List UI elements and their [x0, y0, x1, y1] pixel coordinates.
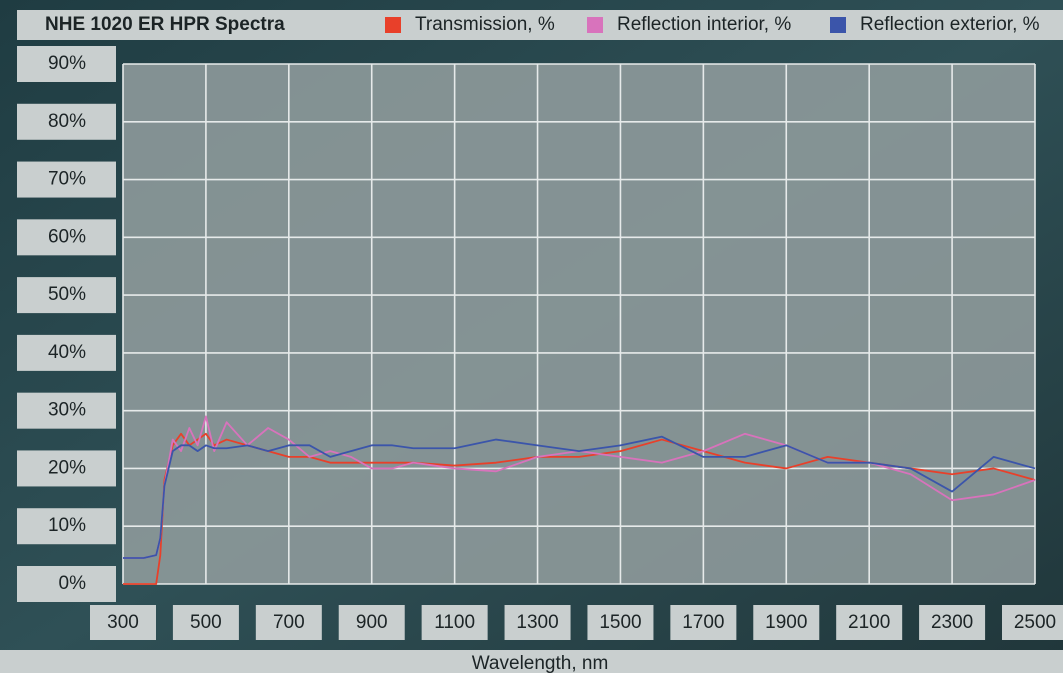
- x-tick-box: [255, 605, 322, 640]
- x-tick-label: 700: [273, 612, 305, 633]
- x-tick-box: [587, 605, 654, 640]
- legend-label: Reflection exterior, %: [860, 14, 1040, 35]
- x-tick-label: 500: [190, 612, 222, 633]
- x-tick-box: [836, 605, 903, 640]
- chart-title: NHE 1020 ER HPR Spectra: [45, 14, 285, 35]
- y-tick-label: 10%: [48, 515, 86, 536]
- legend-label: Transmission, %: [415, 14, 555, 35]
- x-tick-box: [753, 605, 820, 640]
- x-tick-label: 1900: [765, 612, 807, 633]
- y-tick-box: [17, 46, 116, 82]
- legend-swatch: [587, 17, 603, 33]
- plot-area: [123, 64, 1035, 584]
- x-tick-label: 2100: [848, 612, 890, 633]
- x-tick-label: 2500: [1014, 612, 1056, 633]
- y-tick-box: [17, 334, 116, 371]
- title-bar: [17, 10, 1063, 40]
- y-tick-label: 90%: [48, 53, 86, 74]
- legend-swatch: [385, 17, 401, 33]
- y-tick-box: [17, 277, 116, 314]
- x-tick-box: [421, 605, 488, 640]
- x-tick-box: [504, 605, 571, 640]
- y-tick-label: 60%: [48, 226, 86, 247]
- legend-label: Reflection interior, %: [617, 14, 791, 35]
- y-tick-label: 30%: [48, 400, 86, 421]
- x-tick-label: 900: [356, 612, 388, 633]
- x-tick-box: [338, 605, 405, 640]
- y-tick-label: 70%: [48, 169, 86, 190]
- y-tick-box: [17, 566, 116, 602]
- x-tick-box: [919, 605, 986, 640]
- x-tick-box: [90, 605, 156, 640]
- y-tick-label: 40%: [48, 342, 86, 363]
- x-tick-label: 2300: [931, 612, 973, 633]
- y-tick-box: [17, 450, 116, 487]
- x-tick-box: [1002, 605, 1063, 640]
- y-tick-box: [17, 161, 116, 198]
- series-line: [123, 435, 1036, 559]
- y-tick-box: [17, 103, 116, 140]
- x-tick-box: [670, 605, 737, 640]
- y-tick-box: [17, 508, 116, 545]
- legend-swatch: [830, 17, 846, 33]
- x-axis-label: Wavelength, nm: [472, 653, 609, 673]
- y-tick-box: [17, 219, 116, 256]
- y-tick-label: 20%: [48, 457, 86, 478]
- x-tick-label: 300: [107, 612, 139, 633]
- x-tick-box: [172, 605, 239, 640]
- x-tick-label: 1700: [682, 612, 724, 633]
- y-tick-box: [17, 392, 116, 429]
- x-tick-label: 1500: [599, 612, 641, 633]
- y-tick-label: 0%: [59, 573, 87, 594]
- x-tick-label: 1300: [516, 612, 558, 633]
- x-label-bar: [0, 650, 1063, 673]
- y-tick-label: 50%: [48, 284, 86, 305]
- x-tick-label: 1100: [434, 612, 475, 633]
- y-tick-label: 80%: [48, 111, 86, 132]
